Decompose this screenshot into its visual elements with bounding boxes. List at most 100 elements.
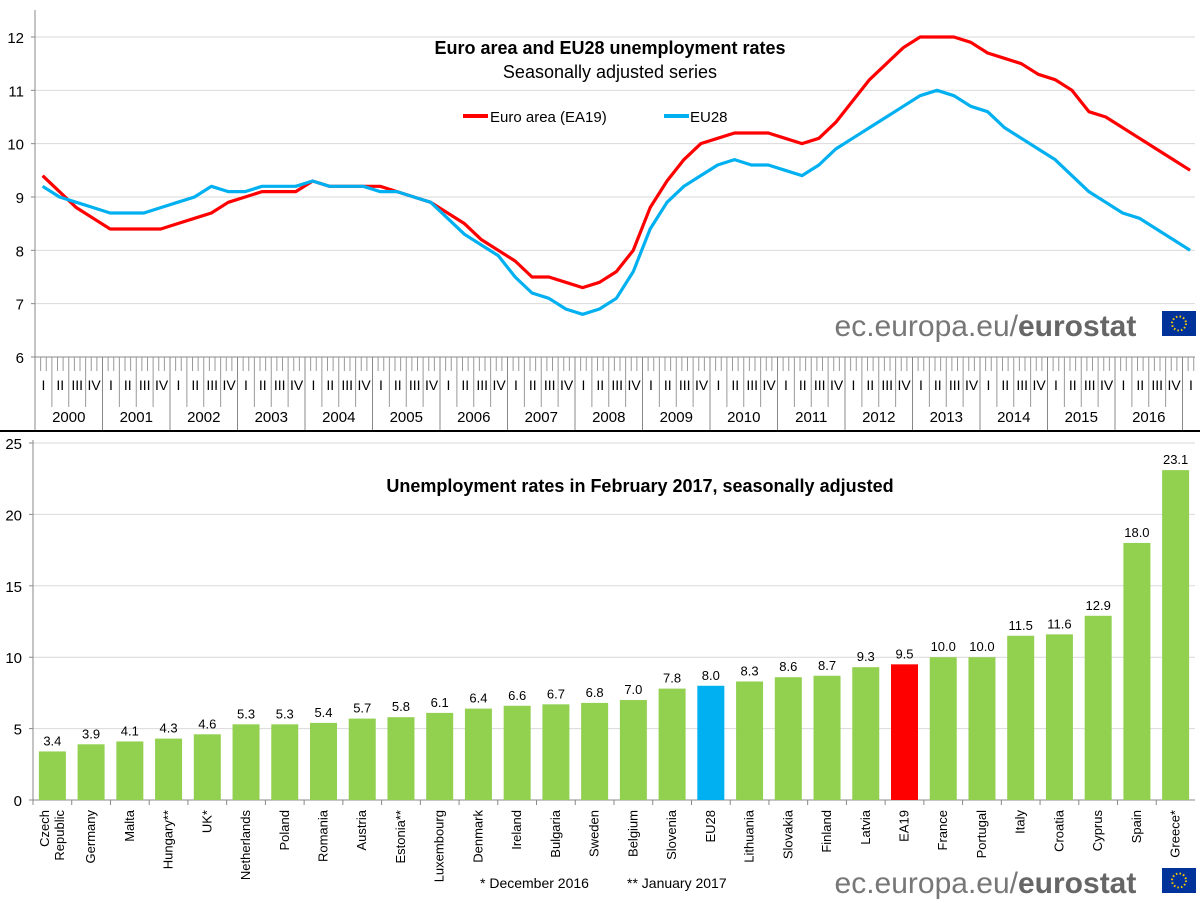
bar-portugal [968,657,996,800]
year-label: 2015 [1065,409,1098,426]
data-label: 4.3 [160,721,178,736]
quarter-label: I [919,377,923,393]
category-label: Denmark [470,810,485,863]
data-label: 11.6 [1047,616,1071,631]
quarter-label: IV [87,377,101,393]
data-label: 6.7 [547,686,565,701]
quarter-label: III [274,377,286,393]
category-label: Finland [819,810,834,853]
quarter-label: II [664,377,672,393]
y-tick-label: 25 [5,436,22,453]
category-label: Ireland [509,810,524,850]
logo-text-prefix: ec.europa.eu/ [835,867,1019,900]
bar-austria [348,718,376,800]
quarter-label: II [596,377,604,393]
legend-label-ea19: Euro area (EA19) [490,109,607,126]
bar-croatia [1045,634,1073,800]
data-label: 9.5 [895,646,913,661]
quarter-label: I [514,377,518,393]
bar-netherlands [232,724,260,800]
quarter-label: III [206,377,218,393]
quarter-label: II [799,377,807,393]
category-label: Hungary** [161,810,176,869]
quarter-label: III [814,377,826,393]
eu-flag-icon [1162,311,1196,336]
logo-text-name: eurostat [1018,310,1136,343]
bar-germany [77,744,105,800]
quarter-label: III [679,377,691,393]
footnote-january: ** January 2017 [627,875,727,891]
quarter-label: III [476,377,488,393]
data-label: 11.5 [1009,618,1033,633]
data-label: 6.6 [508,688,526,703]
category-label: Spain [1129,810,1144,843]
data-label: 10.0 [969,639,994,654]
category-label: Slovakia [780,809,795,859]
y-tick-label: 5 [14,722,22,739]
bar-finland [813,675,841,800]
bar-malta [116,741,144,800]
quarter-label: IV [627,377,641,393]
line-chart-subtitle: Seasonally adjusted series [503,62,717,82]
bar-uk [193,734,221,800]
legend-label-eu28: EU28 [690,109,728,126]
quarter-label: I [1189,377,1193,393]
category-label: Estonia** [393,810,408,863]
data-label: 12.9 [1086,598,1111,613]
year-label: 2009 [660,409,693,426]
category-label: Greece* [1168,810,1183,858]
quarter-label: IV [965,377,979,393]
data-label: 3.4 [43,733,61,748]
year-label: 2006 [457,409,490,426]
bar-czech-republic [38,751,66,800]
year-label: 2002 [187,409,220,426]
year-label: 2016 [1132,409,1165,426]
year-label: 2013 [930,409,963,426]
data-label: 5.8 [392,699,410,714]
quarter-label: I [1054,377,1058,393]
quarter-label: II [1069,377,1077,393]
bar-greece [1162,470,1190,800]
y-tick-label: 6 [16,350,24,367]
category-label: Romania [316,809,331,862]
bar-hungary [155,738,183,800]
category-label: Italy [1013,810,1028,834]
quarter-label: III [71,377,83,393]
quarter-label: I [176,377,180,393]
quarter-label: II [1136,377,1144,393]
quarter-label: IV [1100,377,1114,393]
y-tick-label: 0 [14,793,22,810]
eurostat-logo-top: ec.europa.eu/ eurostat [835,310,1196,343]
data-label: 8.7 [818,658,836,673]
quarter-label: II [1001,377,1009,393]
bar-romania [310,722,337,800]
line-chart: Euro area and EU28 unemployment rates Se… [0,10,1200,432]
quarter-label: I [784,377,788,393]
data-label: 6.4 [469,691,487,706]
quarter-label: II [326,377,334,393]
bar-sweden [581,702,609,800]
quarter-label: IV [155,377,169,393]
data-label: 6.1 [431,695,449,710]
quarter-label: II [191,377,199,393]
quarter-label: I [986,377,990,393]
quarter-label: IV [560,377,574,393]
category-label: Poland [277,810,292,850]
eu-stars-icon [1171,315,1187,332]
bar-lithuania [736,681,764,800]
bar-ireland [503,705,531,800]
category-label: Latvia [858,809,873,844]
year-label: 2004 [322,409,355,426]
data-label: 3.9 [82,726,100,741]
logo-text-prefix: ec.europa.eu/ [835,310,1019,343]
quarter-label: IV [1032,377,1046,393]
quarter-label: I [379,377,383,393]
y-tick-label: 7 [16,297,24,314]
year-label: 2003 [255,409,288,426]
quarter-label: III [746,377,758,393]
bar-eu28 [697,685,725,800]
eurostat-logo-bottom: ec.europa.eu/ eurostat [835,867,1196,900]
year-label: 2014 [997,409,1030,426]
quarter-label: III [409,377,421,393]
data-label: 9.3 [857,649,875,664]
